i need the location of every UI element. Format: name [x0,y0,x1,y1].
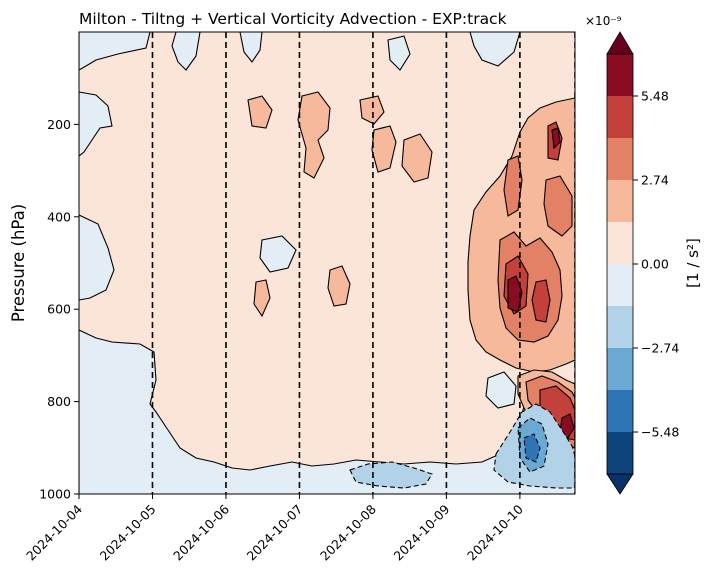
region-pos-blob1 [247,95,273,129]
region-pos-blob7 [253,279,271,318]
colorbar-tick-label: −5.48 [641,425,679,440]
x-tick-label: 2024-10-06 [170,501,232,563]
y-axis: 200 400 600 800 1000 [39,117,79,502]
x-tick-label: 2024-10-07 [244,502,306,564]
plot-frame [78,31,576,495]
region-pos-blob6 [327,265,351,307]
region-neg4 [523,433,541,463]
colorbar-tick-label: −2.74 [641,341,679,356]
chart-title: Milton - Tiltng + Vertical Vorticity Adv… [79,10,507,28]
region-neg-topleft [79,32,151,71]
y-tick-label: 800 [47,394,71,409]
region-neg-top-right1 [387,35,411,71]
region-pos-blob2 [297,91,331,179]
x-tick-label: 2024-10-09 [391,501,453,563]
colorbar-segment [607,306,633,348]
y-tick-label: 1000 [39,487,71,502]
y-tick-label: 600 [47,302,71,317]
region-neg-center [259,235,297,273]
region-neg-top-mid1 [171,32,201,71]
colorbar-segment [607,348,633,390]
colorbar-tick-label: 0.00 [641,257,669,272]
y-tick-label: 400 [47,209,71,224]
x-tick-label: 2024-10-08 [317,501,379,563]
colorbar-over-triangle [606,31,634,55]
colorbar-segment [607,54,633,96]
colorbar-segment [607,96,633,138]
region-pos4-b [551,127,561,150]
colorbar-segment [607,390,633,432]
region-pos2-right-upper [543,175,573,237]
x-tick-label: 2024-10-05 [97,502,159,564]
colorbar-segment [607,138,633,180]
plot-area [79,32,575,494]
day-separator-lines [151,32,575,494]
colorbar-tick-label: 5.48 [641,89,669,104]
colorbar-label: [1 / s²] [684,238,702,288]
colorbar-offset-text: ×10⁻⁹ [585,14,622,28]
y-tick-label: 200 [47,117,71,132]
region-neg2-bottom-mid [349,461,433,489]
region-pos-blob4 [371,125,397,173]
y-axis-label: Pressure (hPa) [9,204,28,322]
x-axis: 2024-10-04 2024-10-05 2024-10-06 2024-10-07… [23,494,526,563]
x-tick-label: 2024-10-10 [464,501,526,563]
region-pos-blob3 [359,95,385,125]
region-neg-top-right2 [469,32,521,67]
region-pos-blob5 [401,133,433,183]
colorbar-segment [607,264,633,306]
region-pos3-b [531,279,551,323]
colorbar-tick-label: 2.74 [641,173,669,188]
negative-very-strong-regions [523,433,541,463]
x-tick-label: 2024-10-04 [23,501,85,563]
region-neg-left-upper [79,91,113,157]
region-neg-right-lower [485,371,517,409]
colorbar-segment [607,180,633,222]
region-neg-left-mid [79,214,115,301]
colorbar-segment [607,222,633,264]
colorbar-segment [607,432,633,474]
colorbar: 5.48 2.74 0.00 −2.74 −5.48 [606,31,679,495]
region-neg-top-mid2 [239,32,263,63]
region-pos2-upper [503,155,523,217]
colorbar-under-triangle [606,473,634,495]
